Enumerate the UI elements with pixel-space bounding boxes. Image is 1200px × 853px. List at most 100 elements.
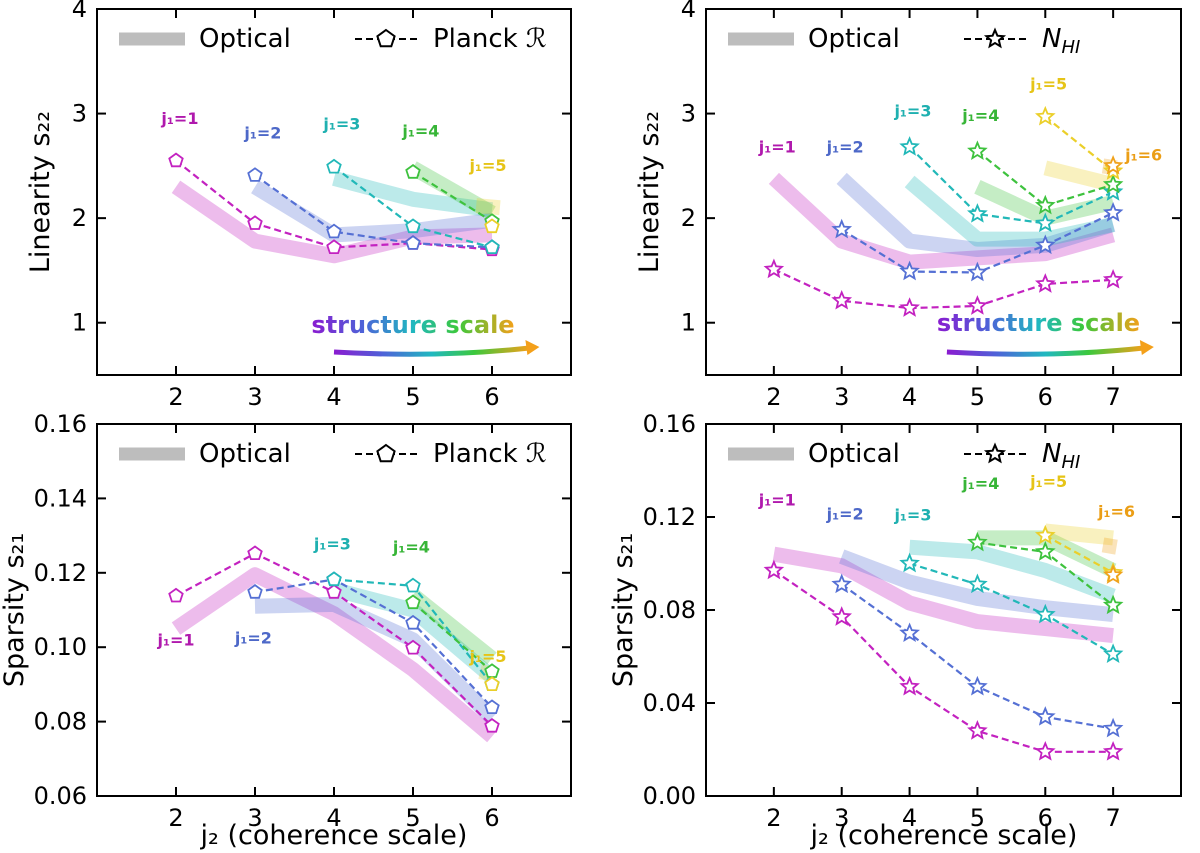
data-point-j1-2: [967, 261, 988, 282]
data-point-j1-1: [1102, 268, 1124, 289]
x-axis-label-right: j₂ (coherence scale): [810, 820, 1078, 851]
optical-band-j1-4: [409, 161, 496, 220]
x-tick-label: 3: [834, 383, 849, 411]
x-tick-label: 4: [326, 804, 341, 832]
x-tick-label: 5: [405, 383, 420, 411]
legend-optical-label: Optical: [199, 439, 291, 469]
data-point-j1-1: [831, 289, 853, 310]
data-point-j1-1: [1034, 740, 1056, 761]
optical-band-j1-2: [836, 172, 1116, 257]
data-point-j1-3: [899, 136, 920, 156]
series-label-j1-3: j₁=3: [313, 535, 351, 554]
series-label-j1-4: j₁=4: [392, 537, 430, 556]
data-point-j1-2: [326, 223, 342, 239]
x-tick-label: 4: [902, 383, 917, 411]
data-point-j1-1: [831, 606, 853, 626]
y-tick-label: 0.08: [643, 596, 696, 624]
y-tick-label: 4: [72, 0, 87, 23]
data-point-j1-4: [1102, 594, 1124, 615]
x-tick-label: 2: [168, 804, 183, 832]
x-tick-label: 4: [326, 383, 341, 411]
data-point-j1-1: [405, 639, 421, 655]
series-line-j1-1: [773, 569, 1114, 753]
optical-band-j1-2: [254, 596, 498, 724]
series-line-j1-3: [908, 146, 1114, 225]
optical-band-j1-5: [475, 198, 501, 216]
data-point-j1-1: [326, 583, 342, 599]
data-point-j1-1: [1034, 273, 1056, 293]
series-label-j1-1: j₁=1: [160, 109, 198, 128]
optical-band-j1-5: [1044, 523, 1114, 546]
data-point-j1-4: [1102, 173, 1124, 194]
data-point-j1-1: [247, 215, 263, 230]
y-tick-label: 0.16: [643, 410, 696, 438]
x-axis-label-left: j₂ (coherence scale): [200, 820, 468, 851]
legend-optical-label: Optical: [808, 24, 900, 54]
optical-band-j1-1: [772, 546, 1114, 644]
y-tick-label: 0.08: [34, 708, 87, 736]
x-tick-label: 6: [484, 383, 499, 411]
x-tick-label: 5: [405, 804, 420, 832]
arrow-head-icon: [525, 339, 540, 355]
data-point-j1-3: [1034, 212, 1056, 233]
data-point-j1-2: [405, 614, 421, 630]
data-point-j1-1: [967, 295, 988, 315]
series-line-j1-4: [412, 601, 493, 673]
data-point-j1-4: [405, 163, 421, 179]
panel-top-right: j₁=1 j₁=2 j₁=3 j₁=4 j₁=5 j₁=6 2 3 4 5 6 7 1 2 3 4 Linear…: [634, 0, 1182, 411]
x-tick-label: 7: [1106, 383, 1121, 411]
legend-star-icon: [983, 27, 1007, 49]
x-tick-label: 2: [168, 383, 183, 411]
data-point-j1-2: [1102, 717, 1124, 738]
data-point-j1-3: [967, 203, 988, 223]
data-point-j1-2: [899, 260, 920, 281]
optical-band-j1-6: [1101, 537, 1118, 555]
x-tick-label: 2: [766, 804, 781, 832]
optical-band-j1-3: [909, 539, 1116, 604]
y-tick-label: 2: [681, 204, 696, 232]
y-tick-label: 3: [72, 100, 87, 128]
series-label-j1-6: j₁=6: [1097, 502, 1135, 521]
series-line-j1-5: [1044, 115, 1114, 172]
data-point-j1-2: [1102, 202, 1124, 222]
y-tick-label: 0.10: [34, 633, 87, 661]
y-tick-label: 0.14: [34, 484, 87, 512]
series-label-j1-2: j₁=2: [234, 628, 272, 647]
series-label-j1-5: j₁=5: [1029, 75, 1067, 94]
structure-scale-arrow: [333, 345, 530, 357]
series-label-j1-4: j₁=4: [961, 474, 999, 493]
data-point-j1-5: [1034, 524, 1056, 545]
series-label-j1-1: j₁=1: [156, 630, 194, 649]
y-axis-label: Sparsity s₂₁: [0, 533, 30, 687]
legend-nhi-label: NHI: [1042, 24, 1080, 58]
y-tick-label: 0.16: [34, 410, 87, 438]
structure-scale-arrow: [946, 345, 1145, 357]
data-point-j1-4: [1034, 541, 1056, 561]
data-point-j1-2: [1034, 234, 1056, 255]
y-tick-label: 0.12: [34, 559, 87, 587]
legend-planck-label: Planck ℛ: [433, 24, 547, 54]
y-tick-label: 3: [681, 100, 696, 128]
x-tick-label: 3: [247, 804, 262, 832]
data-point-j1-3: [1102, 643, 1124, 664]
series-label-j1-3: j₁=3: [893, 505, 931, 524]
data-point-j1-1: [326, 239, 342, 254]
optical-band-j1-2: [839, 549, 1114, 623]
optical-band-j1-5: [1043, 160, 1115, 192]
data-point-j1-1: [247, 545, 263, 560]
data-point-j1-1: [967, 720, 988, 740]
structure-scale-label: structure scale: [937, 309, 1140, 337]
arrow-head-icon: [1139, 339, 1154, 355]
series-label-j1-5: j₁=5: [469, 647, 507, 666]
legend-optical-label: Optical: [808, 439, 900, 469]
y-tick-label: 0.04: [643, 689, 696, 717]
data-point-j1-3: [1034, 603, 1056, 624]
data-point-j1-2: [247, 583, 263, 599]
data-point-j1-1: [168, 152, 184, 168]
data-point-j1-3: [484, 239, 500, 254]
data-point-j1-5: [484, 676, 500, 691]
series-label-j1-2: j₁=2: [826, 137, 864, 156]
legend-nhi-label: NHI: [1042, 439, 1080, 473]
series-label-j1-6: j₁=6: [1124, 146, 1162, 165]
